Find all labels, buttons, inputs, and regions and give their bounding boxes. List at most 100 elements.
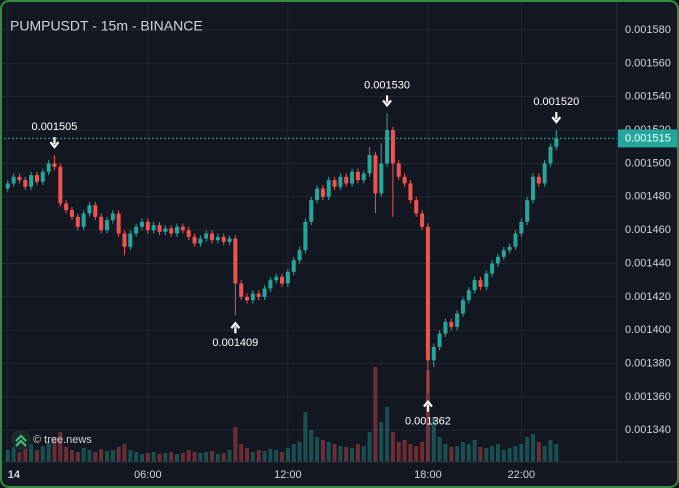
volume-bar (250, 452, 255, 462)
annotation-label: 0.001530 (364, 79, 410, 91)
volume-bar (326, 442, 331, 462)
candle-body (297, 250, 302, 261)
volume-bar (320, 440, 325, 462)
candle-body (431, 346, 436, 361)
volume-bar (233, 427, 238, 462)
y-tick-label: 0.001560 (625, 57, 671, 69)
candle-body (239, 283, 244, 297)
candle-body (484, 273, 489, 287)
x-tick-label: 18:00 (414, 469, 442, 481)
candle-body (250, 293, 255, 301)
candle-body (139, 221, 144, 227)
candle-body (233, 238, 238, 284)
volume-bar (210, 451, 215, 462)
candle-body (17, 176, 22, 181)
volume-bar (437, 437, 442, 462)
candle-body (64, 203, 69, 211)
volume-bar (215, 454, 220, 462)
y-tick-label: 0.001480 (625, 191, 671, 203)
volume-bar (285, 448, 290, 462)
volume-bar (145, 453, 150, 462)
candle-layer (5, 113, 559, 394)
candle-body (81, 213, 86, 227)
candle-body (52, 163, 57, 167)
volume-bar (420, 442, 425, 462)
y-tick-label: 0.001340 (625, 424, 671, 436)
volume-bar (52, 437, 57, 462)
candle-body (460, 300, 465, 314)
candle-body (11, 176, 16, 184)
volume-bar (536, 442, 541, 462)
candle-body (455, 313, 460, 327)
annotation-label: 0.001362 (405, 416, 451, 428)
candle-body (338, 176, 343, 187)
volume-bar (513, 446, 518, 462)
candle-body (390, 130, 395, 164)
candle-body (23, 180, 28, 187)
volume-bar (478, 447, 483, 462)
candle-body (227, 238, 232, 242)
candle-body (408, 183, 413, 201)
volume-bar (262, 451, 267, 462)
volume-bar (198, 453, 203, 462)
volume-bar (303, 412, 308, 462)
x-tick-label: 14 (8, 469, 21, 481)
y-tick-label: 0.001440 (625, 257, 671, 269)
candle-body (385, 130, 390, 164)
candle-body (373, 155, 378, 194)
volume-bar (297, 442, 302, 462)
volume-bar (344, 447, 349, 462)
candle-body (256, 293, 261, 297)
volume-bar (280, 452, 285, 462)
annotation-arrow (551, 112, 562, 124)
candle-body (198, 238, 203, 244)
candle-body (472, 280, 477, 291)
candle-body (414, 200, 419, 214)
candle-body (215, 236, 220, 241)
volume-bar (466, 444, 471, 462)
y-tick-label: 0.001580 (625, 24, 671, 36)
volume-bar (139, 454, 144, 462)
x-tick-label: 22:00 (508, 469, 536, 481)
volume-bar (268, 449, 273, 462)
candle-body (192, 236, 197, 244)
volume-bar (180, 453, 185, 462)
candle-body (29, 175, 34, 187)
volume-bar (64, 447, 69, 462)
watermark: © tree.news (33, 434, 92, 446)
candle-body (344, 176, 349, 184)
volume-bar (11, 447, 16, 462)
candle-body (507, 246, 512, 251)
volume-bar (221, 453, 226, 462)
candle-body (69, 210, 74, 217)
volume-bar (116, 447, 121, 462)
candle-body (425, 226, 430, 361)
volume-bar (69, 450, 74, 462)
volume-bar (484, 448, 489, 462)
candle-body (303, 221, 308, 251)
y-tick-label: 0.001500 (625, 157, 671, 169)
annotation-arrow (230, 321, 241, 334)
candle-body (221, 236, 226, 242)
candle-body (361, 173, 366, 181)
volume-bar (157, 454, 162, 462)
annotation-label: 0.001505 (32, 121, 78, 133)
volume-bar (501, 450, 506, 462)
candle-body (420, 213, 425, 227)
candle-body (110, 213, 115, 221)
candle-body (513, 233, 518, 247)
candle-body (169, 228, 174, 234)
volume-bar (367, 432, 372, 462)
candle-body (396, 163, 401, 177)
volume-bar (175, 454, 180, 462)
volume-bar (192, 452, 197, 462)
volume-bar (525, 437, 530, 462)
volume-bar (46, 442, 51, 462)
candle-body (478, 280, 483, 287)
candle-body (291, 260, 296, 272)
annotation-layer: 0.001505 0.001409 0.001530 0.001362 0.001520 (0, 79, 617, 428)
volume-bar (87, 450, 92, 462)
volume-bar (315, 437, 320, 462)
candle-body (75, 216, 80, 227)
